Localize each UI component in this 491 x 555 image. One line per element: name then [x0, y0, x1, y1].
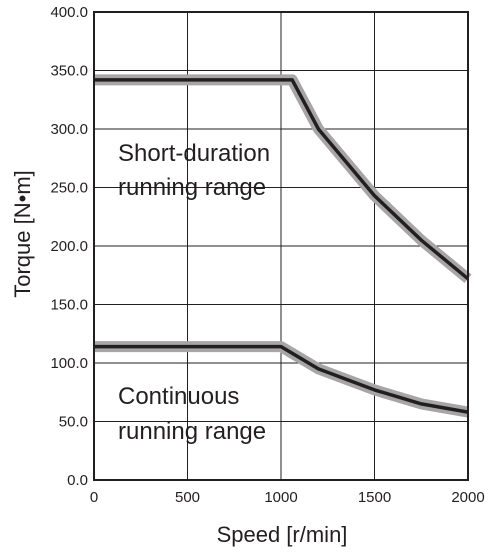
y-tick-label: 300.0 [50, 121, 88, 138]
y-tick-label: 200.0 [50, 238, 88, 255]
x-axis-title: Speed [r/min] [217, 522, 348, 547]
y-tick-label: 100.0 [50, 355, 88, 372]
y-tick-label: 400.0 [50, 4, 88, 21]
y-tick-label: 0.0 [67, 472, 88, 489]
y-tick-label: 50.0 [59, 414, 88, 431]
tick-labels: 0 500 1000 1500 2000 0.0 50.0 100.0 150.0 200.0 25… [50, 4, 484, 506]
short-duration-label-line1: Short-duration [118, 140, 270, 167]
x-tick-label: 1000 [264, 489, 297, 506]
x-tick-label: 1500 [358, 489, 391, 506]
x-tick-label: 0 [90, 489, 98, 506]
y-tick-label: 250.0 [50, 180, 88, 197]
continuous-label-line1: Continuous [118, 383, 239, 410]
x-tick-label: 500 [175, 489, 200, 506]
short-duration-curve-line [94, 78, 470, 281]
y-axis-title: Torque [N•m] [10, 170, 35, 298]
series-lines [94, 74, 472, 418]
y-tick-label: 350.0 [50, 63, 88, 80]
y-tick-label: 150.0 [50, 297, 88, 314]
grid-lines [94, 12, 468, 480]
continuous-label-line2: running range [118, 418, 266, 445]
plot-frame [93, 11, 469, 481]
short-duration-label-line2: running range [118, 174, 266, 201]
x-tick-label: 2000 [451, 489, 484, 506]
continuous-curve-line [94, 344, 469, 414]
